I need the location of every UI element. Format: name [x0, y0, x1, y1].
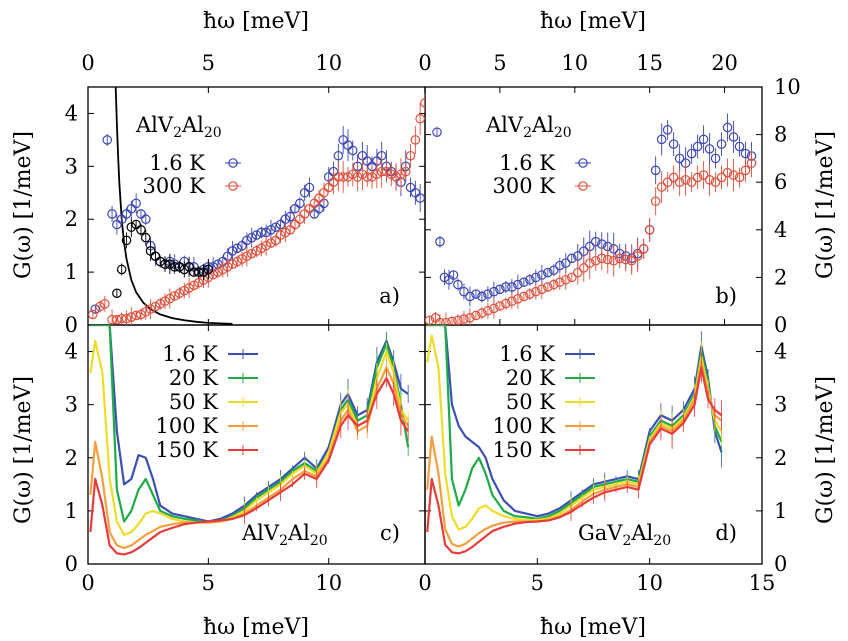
panel-d-xtick-label: 10 [636, 571, 663, 595]
panel-d-legend-label: 1.6 K [499, 342, 555, 366]
panel-b-xtick-label: 10 [561, 51, 588, 75]
panel-d-ytick-label: 3 [774, 393, 787, 417]
panel-d-legend-label: 20 K [506, 366, 555, 390]
panel-a-ytick-label: 0 [65, 313, 78, 337]
panel-d-series-4-line [427, 367, 721, 553]
panel-d-legend-label: 50 K [506, 390, 555, 414]
y-axis-label-bottom-right: G(ω) [1/meV] [813, 376, 838, 524]
panel-d-legend-label: 100 K [493, 414, 556, 438]
panel-b-title: AlV2Al20 [485, 113, 572, 141]
panel-d-legend-label: 150 K [493, 438, 556, 462]
panel-a-legend-label: 1.6 K [149, 151, 205, 175]
panel-c-xtick-label: 10 [315, 571, 342, 595]
bottom-x-axis-label-right: ħω [meV] [540, 615, 646, 640]
panel-a-legend-label: 300 K [143, 174, 206, 198]
panel-c-ytick-label: 1 [65, 499, 78, 523]
y-axis-label-top-left: G(ω) [1/meV] [11, 131, 36, 279]
panel-b-legend-label: 300 K [493, 174, 556, 198]
panel-d-ytick-label: 1 [774, 499, 787, 523]
panel-c-legend-label: 20 K [169, 366, 218, 390]
panel-d-ytick-label: 0 [774, 552, 787, 576]
panel-b-xtick-label: 5 [493, 51, 506, 75]
top-x-axis-label-right: ħω [meV] [540, 9, 646, 34]
panel-b-ytick-label: 8 [774, 123, 787, 147]
panel-c-legend-label: 150 K [156, 438, 219, 462]
panel-b-xtick-label: 15 [636, 51, 663, 75]
panel-b-label: b) [715, 284, 737, 308]
panel-a-xtick-label: 5 [202, 51, 215, 75]
panel-b-ytick-label: 10 [774, 75, 801, 99]
panel-b-legend-label: 1.6 K [499, 151, 555, 175]
panel-a-ytick-label: 2 [65, 207, 78, 231]
panel-d-xtick-label: 5 [531, 571, 544, 595]
panel-b-ytick-label: 0 [774, 313, 787, 337]
bottom-x-axis-label-left: ħω [meV] [203, 615, 309, 640]
panel-c-legend-label: 1.6 K [162, 342, 218, 366]
panel-c-title: AlV2Al20 [241, 521, 328, 549]
panel-c-xtick-label: 5 [202, 571, 215, 595]
panel-b-xtick-label: 20 [711, 51, 738, 75]
panel-c-ytick-label: 2 [65, 446, 78, 470]
panel-a-title: AlV2Al20 [135, 113, 222, 141]
panel-a-ytick-label: 1 [65, 260, 78, 284]
panel-d-title: GaV2Al20 [578, 521, 671, 549]
panel-c-ytick-label: 0 [65, 552, 78, 576]
panel-b-ytick-label: 6 [774, 170, 787, 194]
panel-b-ytick-label: 2 [774, 265, 787, 289]
y-axis-label-bottom-left: G(ω) [1/meV] [11, 376, 36, 524]
panel-a-ytick-label: 4 [65, 101, 78, 125]
panel-b-ytick-label: 4 [774, 218, 787, 242]
panel-d-plot [427, 325, 721, 553]
panel-d-label: d) [715, 521, 737, 545]
panel-c-ytick-label: 3 [65, 393, 78, 417]
panel-c-ytick-label: 4 [65, 340, 78, 364]
panel-d-xtick-label: 15 [749, 571, 776, 595]
panel-c-series-2-line [90, 341, 408, 535]
panel-c-xtick-label: 0 [81, 571, 94, 595]
panel-d-ytick-label: 4 [774, 340, 787, 364]
panel-b-plot [425, 113, 755, 332]
panel-c-legend-label: 100 K [156, 414, 219, 438]
panel-b-xtick-label: 0 [418, 51, 431, 75]
panel-a-label: a) [379, 284, 400, 308]
panel-a-xtick-label: 10 [315, 51, 342, 75]
panel-c-label: c) [380, 521, 400, 545]
panel-a-ytick-label: 3 [65, 154, 78, 178]
panel-d-xtick-label: 0 [418, 571, 431, 595]
top-x-axis-label-left: ħω [meV] [203, 9, 309, 34]
panel-a-xtick-label: 0 [81, 51, 94, 75]
panel-c-legend-label: 50 K [169, 390, 218, 414]
y-axis-label-top-right: G(ω) [1/meV] [813, 131, 838, 279]
panel-d-ytick-label: 2 [774, 446, 787, 470]
